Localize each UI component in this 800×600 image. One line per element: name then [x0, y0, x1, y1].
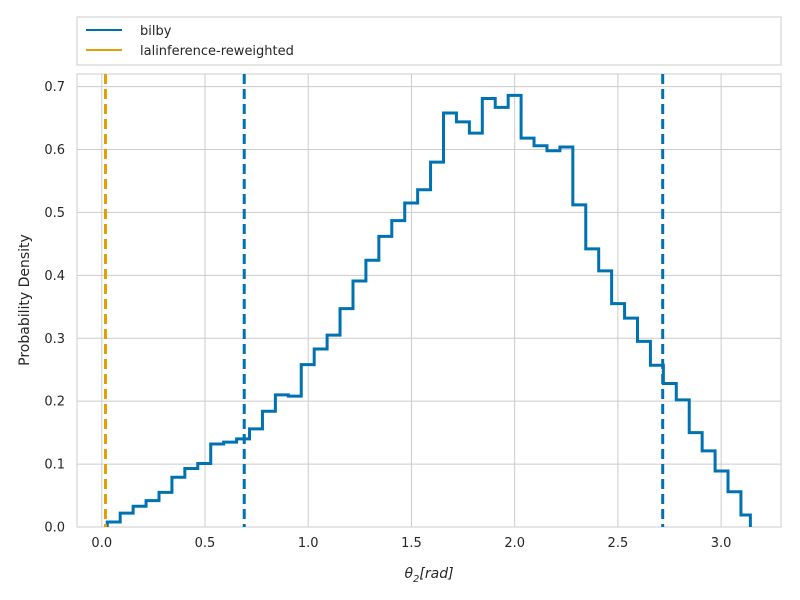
x-axis-label-symbol: θ: [404, 566, 413, 582]
x-tick-label: 0.5: [195, 536, 216, 551]
x-tick-label: 3.0: [711, 536, 732, 551]
x-tick-label: 1.5: [401, 536, 422, 551]
y-tick-label: 0.0: [44, 521, 65, 536]
y-tick-label: 0.3: [44, 332, 65, 347]
grid: [77, 74, 781, 528]
y-tick-label: 0.7: [44, 80, 65, 95]
x-axis-label-subscript: 2: [413, 574, 419, 585]
x-tick-label: 2.5: [608, 536, 629, 551]
x-axis-ticks: 0.0 0.5 1.0 1.5 2.0 2.5 3.0: [91, 536, 731, 551]
x-axis-label: θ2[rad]: [404, 566, 453, 585]
y-tick-label: 0.4: [44, 269, 65, 284]
y-tick-label: 0.1: [44, 458, 65, 473]
legend-label-bilby: bilby: [140, 24, 172, 39]
y-axis-label: Probability Density: [17, 234, 33, 366]
legend: bilby lalinference-reweighted: [76, 16, 782, 66]
plot-area: [76, 73, 782, 528]
y-tick-label: 0.2: [44, 395, 65, 410]
y-axis-ticks: 0.0 0.1 0.2 0.3 0.4 0.5 0.6 0.7: [44, 80, 65, 535]
x-axis-label-unit: [rad]: [419, 566, 453, 582]
x-tick-label: 2.0: [504, 536, 525, 551]
x-tick-label: 1.0: [298, 536, 319, 551]
x-tick-label: 0.0: [91, 536, 112, 551]
y-tick-label: 0.5: [44, 206, 65, 221]
y-tick-label: 0.6: [44, 143, 65, 158]
histogram-bilby: [105, 93, 752, 527]
legend-label-lalinference-reweighted: lalinference-reweighted: [140, 44, 294, 59]
series-layer: [103, 74, 752, 527]
legend-frame: [76, 16, 782, 66]
